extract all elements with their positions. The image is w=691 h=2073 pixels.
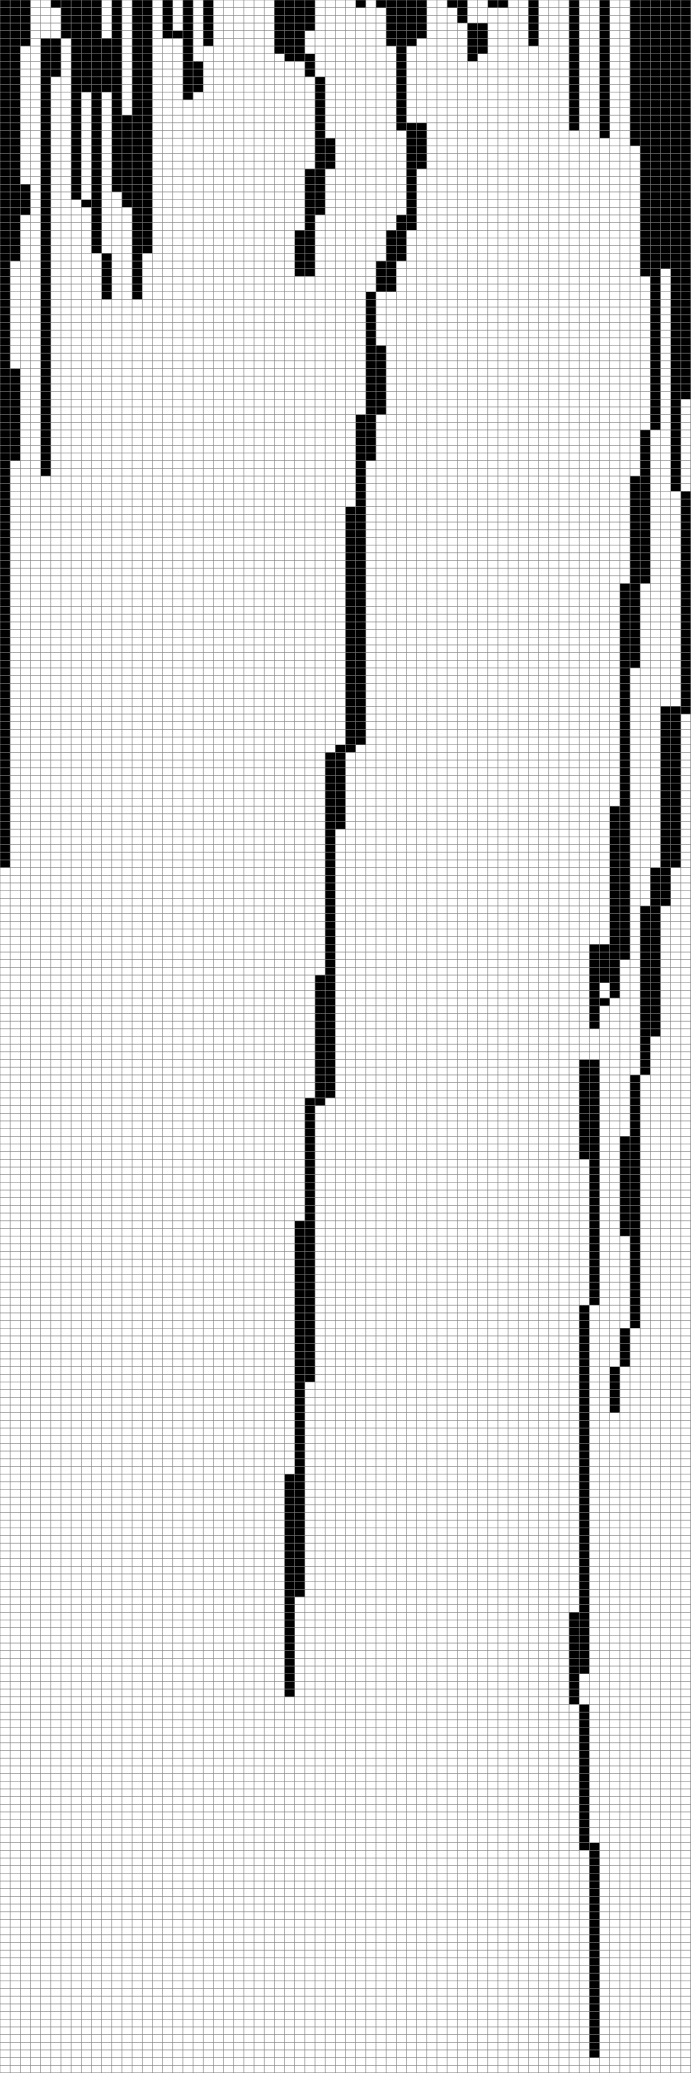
filled-cell-block xyxy=(619,1328,631,1367)
filled-cell-block xyxy=(20,0,31,39)
filled-cell-block xyxy=(193,76,204,85)
filled-cell-block xyxy=(396,122,407,131)
filled-cell-block xyxy=(589,1113,600,1229)
filled-cell-block xyxy=(569,122,580,131)
filled-cell-block xyxy=(91,153,102,254)
filled-cell-block xyxy=(579,1151,590,1160)
filled-cell-block xyxy=(284,1596,295,1651)
filled-cell-block xyxy=(304,1151,316,1221)
filled-cell-block xyxy=(640,0,671,269)
filled-cell-block xyxy=(579,1573,590,1613)
filled-cell-block xyxy=(579,1305,590,1574)
filled-cell-block xyxy=(81,199,92,208)
filled-cell-block xyxy=(487,0,498,8)
filled-cell-block xyxy=(325,829,336,976)
filled-cell-block xyxy=(589,1957,600,2012)
filled-cell-block xyxy=(365,291,376,346)
filled-cell-block xyxy=(396,38,407,123)
filled-cell-block xyxy=(630,1228,641,1298)
filled-cell-block xyxy=(680,706,691,715)
filled-cell-block xyxy=(20,38,31,47)
filled-cell-block xyxy=(121,199,133,208)
filled-cell-block xyxy=(609,959,620,999)
filled-cell-block xyxy=(497,0,509,8)
filled-cell-block xyxy=(579,1842,590,1851)
filled-cell-block xyxy=(599,998,610,1006)
filled-cell-block xyxy=(375,0,387,8)
filled-cell-block xyxy=(457,0,468,24)
filled-cell-block xyxy=(355,0,366,8)
filled-cell-block xyxy=(274,30,305,54)
filled-cell-block xyxy=(284,53,295,62)
filled-cell-block xyxy=(0,460,11,822)
filled-cell-block xyxy=(619,1228,631,1237)
filled-cell-block xyxy=(640,1036,651,1075)
filled-cell-block xyxy=(162,30,173,39)
filled-cell-block xyxy=(315,1097,326,1106)
filled-cell-block xyxy=(650,268,661,369)
filled-cell-block xyxy=(111,184,122,192)
filled-cell-block xyxy=(589,1904,600,1958)
filled-cell-block xyxy=(477,23,488,31)
filled-cell-block xyxy=(467,53,478,62)
filled-cell-block xyxy=(630,138,641,146)
filled-cell-block xyxy=(304,1097,316,1152)
filled-cell-block xyxy=(182,92,194,100)
